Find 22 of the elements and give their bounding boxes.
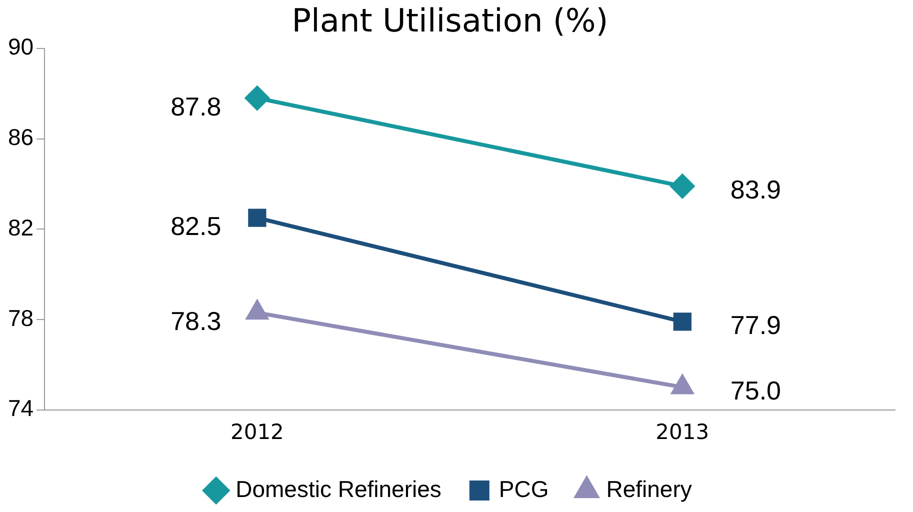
y-tick-label: 82 <box>8 214 34 240</box>
y-tick-label: 74 <box>8 395 34 422</box>
text: 78.3 <box>170 306 222 336</box>
text: 75.0 <box>730 375 782 406</box>
text: 82.5 <box>170 210 222 241</box>
text: 87.8 <box>170 91 222 122</box>
legend-label: Domestic Refineries <box>236 476 442 502</box>
y-tick-label: 90 <box>8 34 34 60</box>
legend-label: PCG <box>498 476 549 502</box>
x-tick-label: 2012 <box>230 420 284 444</box>
point <box>248 208 266 227</box>
legend-label: Refinery <box>606 476 692 502</box>
y-tick-label: 86 <box>8 124 34 150</box>
text: 77.9 <box>730 310 782 340</box>
chart-title: Plant Utilisation (%) <box>292 2 608 40</box>
point <box>670 174 694 198</box>
text: 83.9 <box>730 174 782 204</box>
point <box>672 375 694 394</box>
x-tick-label: 2013 <box>656 420 710 444</box>
point <box>246 300 268 320</box>
point <box>245 86 270 110</box>
y-tick-label: 78 <box>8 304 34 331</box>
